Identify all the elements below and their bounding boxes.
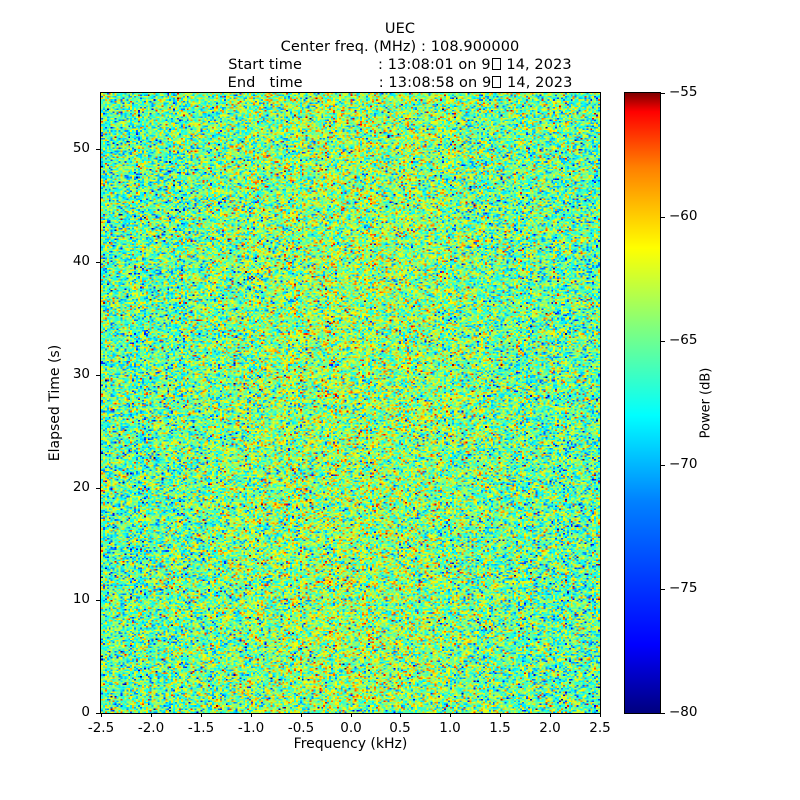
title-end-time: End time : 13:08:58 on 9 14, 2023 (0, 74, 800, 92)
title-center-frequency: Center freq. (MHz) : 108.900000 (280, 39, 520, 55)
x-tick-label: -1.5 (187, 720, 215, 736)
colorbar-tick-label: −80 (669, 704, 698, 720)
x-tick-label: 1.0 (439, 720, 461, 736)
y-tick-label: 0 (81, 704, 90, 720)
x-tick-label: -2.0 (137, 720, 165, 736)
y-tick-label: 10 (72, 591, 90, 607)
x-tick-mark (151, 713, 152, 717)
colorbar-tick-mark (661, 93, 665, 94)
colorbar-label: Power (dB) (698, 367, 714, 439)
y-tick-mark (96, 149, 100, 150)
title-end-time-value: : 13:08:58 on 9 (378, 75, 492, 91)
x-tick-mark (500, 713, 501, 717)
title-start-time-label: Start time (228, 57, 303, 73)
y-tick-mark (96, 600, 100, 601)
x-axis-label: Frequency (kHz) (293, 736, 408, 752)
x-tick-label: 0.0 (340, 720, 362, 736)
x-tick-label: 1.5 (489, 720, 511, 736)
colorbar-tick-label: −55 (669, 84, 698, 100)
x-tick-mark (251, 713, 252, 717)
x-tick-label: 2.5 (589, 720, 611, 736)
title-station: UEC (384, 21, 416, 37)
x-tick-label: 0.5 (389, 720, 411, 736)
plot-area (100, 92, 601, 714)
x-tick-mark (400, 713, 401, 717)
x-tick-mark (600, 713, 601, 717)
x-tick-mark (201, 713, 202, 717)
x-tick-label: -0.5 (287, 720, 315, 736)
colorbar-tick-mark (661, 713, 665, 714)
y-tick-mark (96, 375, 100, 376)
x-tick-mark (450, 713, 451, 717)
colorbar-tick-mark (661, 589, 665, 590)
y-tick-label: 20 (72, 479, 90, 495)
colorbar-tick-label: −65 (669, 332, 698, 348)
colorbar-tick-label: −60 (669, 208, 698, 224)
y-tick-label: 30 (72, 366, 90, 382)
x-tick-mark (301, 713, 302, 717)
y-tick-label: 50 (72, 140, 90, 156)
x-tick-mark (101, 713, 102, 717)
missing-glyph-icon (492, 76, 502, 88)
spectrogram-heatmap (101, 93, 600, 713)
y-tick-mark (96, 713, 100, 714)
figure-title-block: UEC Center freq. (MHz) : 108.900000 Star… (0, 20, 800, 92)
y-tick-mark (96, 488, 100, 489)
colorbar-tick-mark (661, 341, 665, 342)
x-tick-label: -2.5 (87, 720, 115, 736)
missing-glyph-icon (491, 58, 501, 70)
x-tick-label: 2.0 (539, 720, 561, 736)
title-start-time-value: : 13:08:01 on 9 (378, 57, 491, 73)
x-tick-label: -1.0 (237, 720, 265, 736)
title-start-time: Start time : 13:08:01 on 9 14, 2023 (0, 56, 800, 74)
colorbar (624, 92, 661, 714)
colorbar-tick-label: −70 (669, 456, 698, 472)
colorbar-tick-mark (661, 465, 665, 466)
x-tick-mark (351, 713, 352, 717)
title-end-time-tail: 14, 2023 (502, 75, 573, 91)
colorbar-tick-label: −75 (669, 580, 698, 596)
y-tick-mark (96, 262, 100, 263)
y-axis-label: Elapsed Time (s) (47, 344, 63, 462)
y-tick-label: 40 (72, 253, 90, 269)
title-end-time-label: End time (227, 75, 303, 91)
x-tick-mark (550, 713, 551, 717)
colorbar-tick-mark (661, 217, 665, 218)
title-start-time-tail: 14, 2023 (501, 57, 572, 73)
